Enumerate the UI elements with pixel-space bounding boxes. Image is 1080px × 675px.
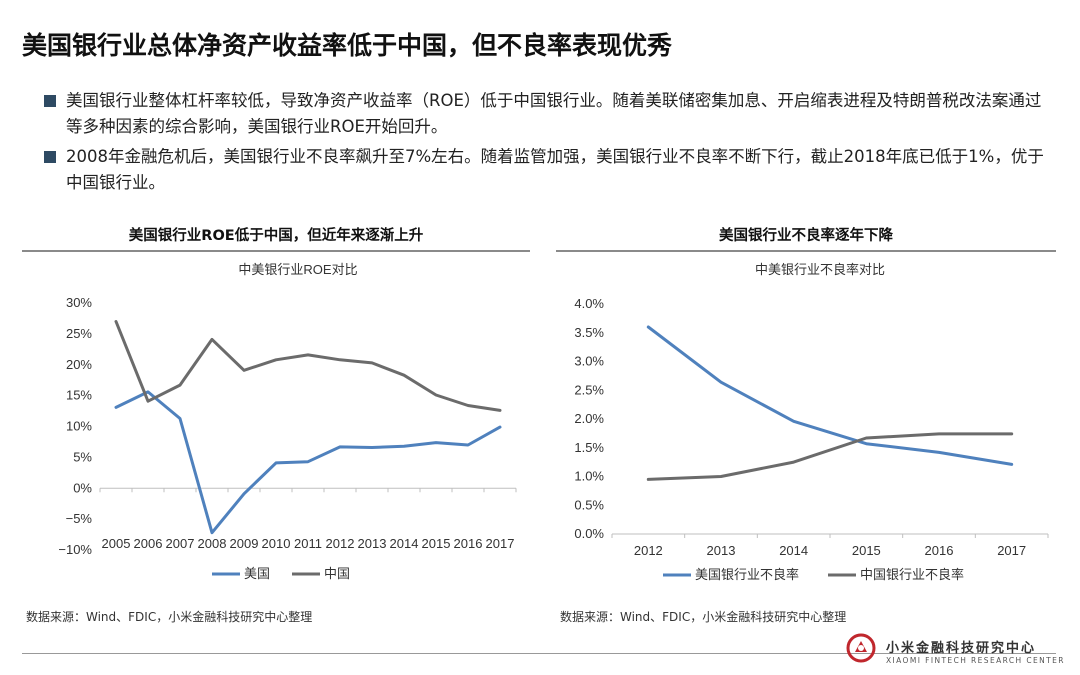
x-tick-label: 2016 <box>925 543 954 558</box>
chart-title: 中美银行业不良率对比 <box>755 262 885 277</box>
y-tick-label: −10% <box>58 542 92 557</box>
npl-chart-panel: 美国银行业不良率逐年下降 中美银行业不良率对比 4.0% 3.5% 3.0% 2.5% 2… <box>556 224 1056 604</box>
x-tick-label: 2008 <box>198 536 227 551</box>
y-tick-label: 25% <box>66 326 92 341</box>
y-tick-label: 2.5% <box>574 382 604 397</box>
y-tick-label: 5% <box>73 449 92 464</box>
roe-chart: 中美银行业ROE对比 30% 25% 20% 15% 10% 5% 0% −5% −10% 2005… <box>58 262 517 581</box>
panel-divider <box>22 250 530 252</box>
x-tick-label: 2012 <box>634 543 663 558</box>
y-tick-label: 0.5% <box>574 497 604 512</box>
y-tick-label: 1.5% <box>574 440 604 455</box>
y-tick-label: −5% <box>66 511 93 526</box>
x-tick-label: 2009 <box>230 536 259 551</box>
x-tick-label: 2013 <box>707 543 736 558</box>
y-tick-label: 20% <box>66 357 92 372</box>
x-tick-label: 2013 <box>358 536 387 551</box>
series-line-china <box>114 320 502 412</box>
legend-label: 中国 <box>324 566 350 581</box>
x-tick-label: 2006 <box>134 536 163 551</box>
legend-label: 中国银行业不良率 <box>860 567 964 582</box>
bullet-item: 美国银行业整体杠杆率较低，导致净资产收益率（ROE）低于中国银行业。随着美联储密… <box>44 88 1054 140</box>
y-tick-label: 15% <box>66 388 92 403</box>
x-tick-label: 2011 <box>294 536 322 551</box>
x-tick-label: 2014 <box>779 543 808 558</box>
legend-label: 美国银行业不良率 <box>695 567 799 582</box>
y-tick-label: 1.0% <box>574 469 604 484</box>
data-source-note: 数据来源：Wind、FDIC，小米金融科技研究中心整理 <box>560 610 847 624</box>
series-line-china <box>646 432 1014 481</box>
series-line-us <box>114 390 502 535</box>
logo-text-en: XIAOMI FINTECH RESEARCH CENTER <box>886 656 1065 665</box>
x-tick-label: 2016 <box>454 536 483 551</box>
panel-title: 美国银行业不良率逐年下降 <box>719 228 893 244</box>
series-line-us <box>646 325 1014 466</box>
x-tick-label: 2015 <box>852 543 881 558</box>
square-bullet-icon <box>44 151 56 163</box>
y-tick-label: 4.0% <box>574 296 604 311</box>
y-tick-label: 30% <box>66 295 92 310</box>
y-tick-label: 0% <box>73 480 92 495</box>
y-tick-label: 3.5% <box>574 325 604 340</box>
data-source-note: 数据来源：Wind、FDIC，小米金融科技研究中心整理 <box>26 610 313 624</box>
xiaomi-fintech-logo-icon <box>846 633 876 663</box>
x-tick-label: 2014 <box>390 536 419 551</box>
footer-divider <box>22 653 1056 654</box>
x-tick-label: 2007 <box>166 536 195 551</box>
x-tick-label: 2005 <box>102 536 131 551</box>
y-tick-label: 2.0% <box>574 411 604 426</box>
y-tick-label: 3.0% <box>574 354 604 369</box>
x-tick-label: 2012 <box>326 536 355 551</box>
y-tick-label: 0.0% <box>574 526 604 541</box>
npl-chart: 中美银行业不良率对比 4.0% 3.5% 3.0% 2.5% 2.0% 1.5% 1.0% 0.… <box>574 262 1049 582</box>
panel-title: 美国银行业ROE低于中国，但近年来逐渐上升 <box>128 228 424 244</box>
panel-divider <box>556 250 1056 252</box>
x-tick-label: 2017 <box>486 536 515 551</box>
legend-label: 美国 <box>244 566 270 581</box>
page-title: 美国银行业总体净资产收益率低于中国，但不良率表现优秀 <box>22 31 673 60</box>
bullet-item: 2008年金融危机后，美国银行业不良率飙升至7%左右。随着监管加强，美国银行业不… <box>44 144 1054 196</box>
y-tick-label: 10% <box>66 419 92 434</box>
roe-chart-panel: 美国银行业ROE低于中国，但近年来逐渐上升 中美银行业ROE对比 30% 25% 20… <box>22 224 530 604</box>
chart-title: 中美银行业ROE对比 <box>238 262 357 277</box>
x-tick-label: 2017 <box>997 543 1026 558</box>
square-bullet-icon <box>44 95 56 107</box>
bullet-text: 美国银行业整体杠杆率较低，导致净资产收益率（ROE）低于中国银行业。随着美联储密… <box>66 91 1042 136</box>
bullet-text: 2008年金融危机后，美国银行业不良率飙升至7%左右。随着监管加强，美国银行业不… <box>66 147 1044 192</box>
x-tick-label: 2010 <box>262 536 291 551</box>
x-tick-label: 2015 <box>422 536 451 551</box>
bullet-list: 美国银行业整体杠杆率较低，导致净资产收益率（ROE）低于中国银行业。随着美联储密… <box>44 88 1054 200</box>
logo-text-cn: 小米金融科技研究中心 <box>886 641 1037 656</box>
